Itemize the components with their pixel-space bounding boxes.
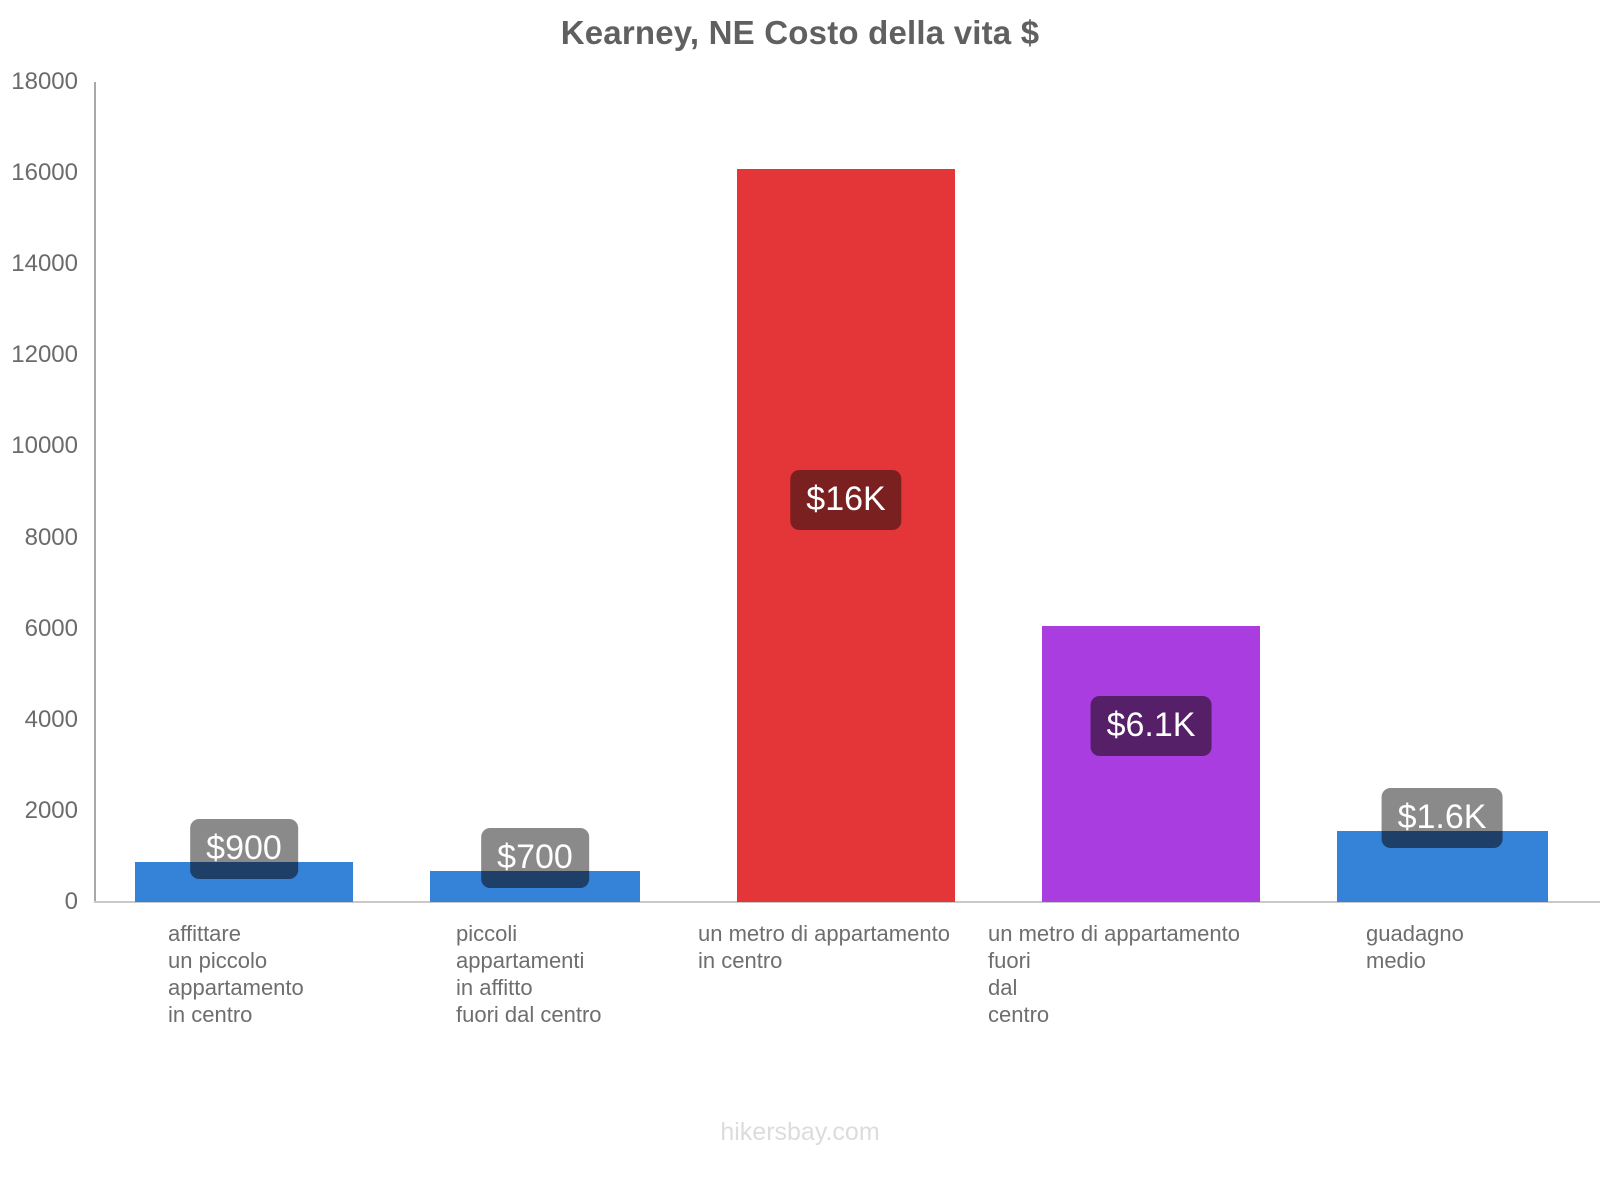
category-label-line: fuori — [988, 948, 1031, 973]
x-axis-category-label: guadagno medio — [1366, 920, 1464, 974]
category-label-line: appartamento — [168, 975, 304, 1000]
y-axis-tick-label: 12000 — [11, 341, 78, 369]
bar-value-label: $700 — [481, 827, 589, 888]
category-label-line: fuori dal centro — [456, 1002, 602, 1027]
y-axis-tick-label: 18000 — [11, 68, 78, 95]
bar-value-label: $6.1K — [1090, 696, 1212, 756]
category-label-line: appartamenti — [456, 948, 585, 973]
y-axis-tick-label: 8000 — [24, 523, 78, 551]
plot-area — [94, 82, 1590, 902]
category-label-line: centro — [988, 1002, 1050, 1027]
y-axis-tick-label: 6000 — [24, 614, 78, 642]
x-axis-category-label: un metro di appartamento in centro — [698, 920, 950, 974]
category-label-line: dal — [988, 975, 1018, 1000]
watermark: hikersbay.com — [720, 1118, 880, 1146]
bar-value-label: $16K — [790, 470, 902, 530]
y-axis-line — [94, 82, 96, 902]
x-axis-category-label: affittare un piccolo appartamento in centro — [168, 920, 304, 1028]
category-label-line: un piccolo — [168, 948, 268, 973]
bar[interactable] — [737, 168, 955, 902]
category-label-line: piccoli — [456, 921, 518, 946]
chart-title: Kearney, NE Costo della vita $ — [560, 14, 1040, 51]
y-axis-tick-label: 10000 — [11, 432, 78, 460]
y-axis-tick-label: 4000 — [24, 705, 78, 733]
x-axis-category-label: piccoli appartamenti in affitto fuori dal c… — [456, 920, 602, 1028]
category-label-line: in centro — [168, 1002, 253, 1027]
category-label-line: un metro di appartamento — [988, 921, 1240, 946]
x-axis-line — [94, 901, 1600, 903]
category-label-line: in affitto — [456, 975, 533, 1000]
bar-value-label: $900 — [190, 818, 298, 879]
x-axis-category-label: un metro di appartamento fuori dal centro — [988, 920, 1240, 1028]
category-label-line: guadagno — [1366, 921, 1464, 946]
y-axis-tick-label: 2000 — [24, 796, 78, 824]
category-label-line: affittare — [168, 921, 241, 946]
y-axis-tick-label: 14000 — [11, 250, 78, 278]
bar[interactable] — [1042, 626, 1260, 902]
category-label-line: in centro — [698, 948, 783, 973]
bar-value-label: $1.6K — [1381, 788, 1503, 849]
category-label-line: medio — [1366, 948, 1426, 973]
category-label-line: un metro di appartamento — [698, 921, 950, 946]
y-axis-tick-label: 0 — [64, 888, 78, 915]
y-axis-tick-label: 16000 — [11, 159, 78, 187]
